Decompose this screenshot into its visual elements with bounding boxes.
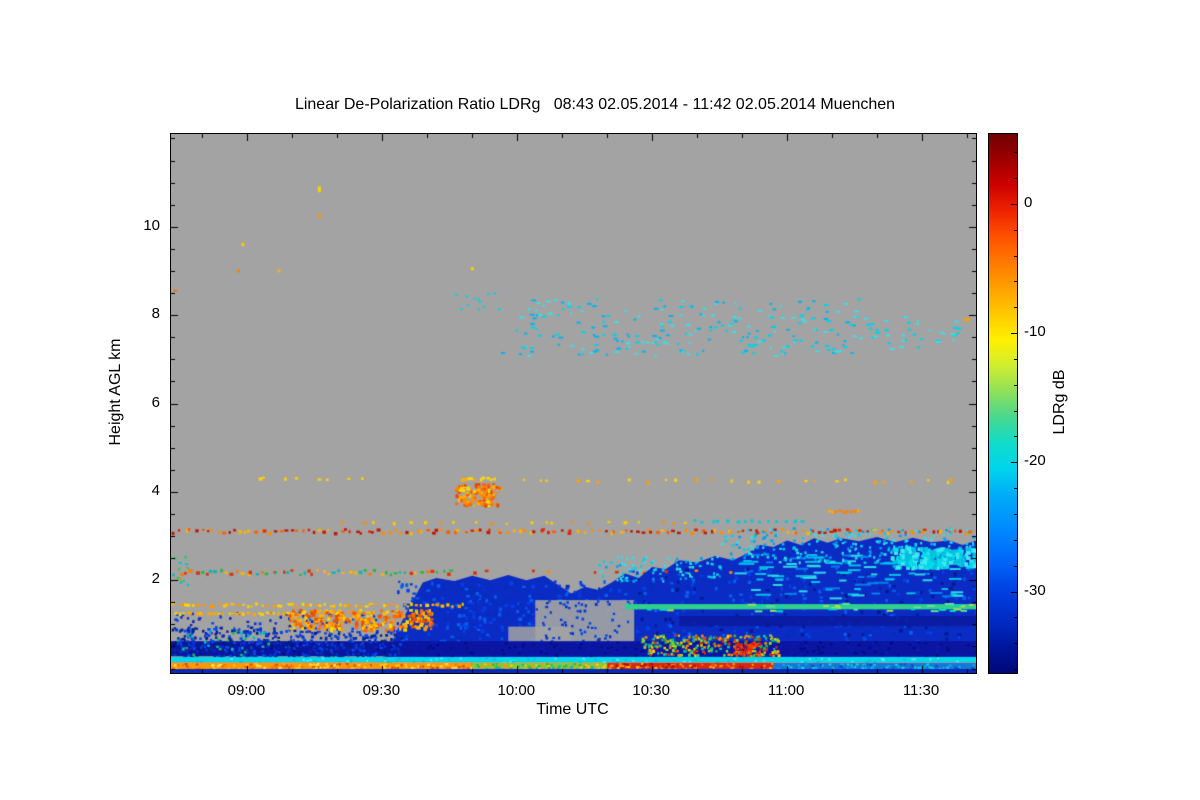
colorbar-tick-mark xyxy=(1014,488,1017,490)
colorbar-tick-mark xyxy=(1014,643,1017,645)
plot-title: Linear De-Polarization Ratio LDRg 08:43 … xyxy=(294,96,896,113)
colorbar-tick-mark xyxy=(1014,565,1017,567)
colorbar xyxy=(988,133,1018,674)
colorbar-tick-mark xyxy=(1014,514,1017,515)
colorbar-tick-label: -30 xyxy=(1024,581,1046,599)
colorbar-tick-mark xyxy=(1014,229,1017,231)
colorbar-tick-mark xyxy=(1014,436,1017,438)
colorbar-tick-label: -20 xyxy=(1024,452,1046,470)
x-axis-label: Time UTC xyxy=(536,701,609,718)
colorbar-tick-mark xyxy=(1011,203,1017,205)
colorbar-tick-label: 0 xyxy=(1024,193,1033,211)
x-tick-label: 11:30 xyxy=(902,682,940,699)
x-tick-label: 09:00 xyxy=(227,682,266,699)
colorbar-tick-mark xyxy=(1014,410,1017,412)
y-axis-label: Height AGL km xyxy=(107,338,124,446)
colorbar-label: LDRg dB xyxy=(1051,369,1068,435)
colorbar-tick-label: -10 xyxy=(1024,323,1046,341)
colorbar-tick-mark xyxy=(1014,255,1017,257)
heatmap-canvas xyxy=(170,133,977,674)
x-tick-label: 09:30 xyxy=(362,682,401,699)
colorbar-tick-mark xyxy=(1014,358,1017,360)
colorbar-tick-mark xyxy=(1014,539,1017,541)
colorbar-tick-mark xyxy=(1011,591,1017,593)
y-tick-label: 10 xyxy=(143,216,160,234)
colorbar-tick-mark xyxy=(1014,384,1017,386)
x-tick-label: 11:00 xyxy=(767,682,805,699)
y-tick-label: 6 xyxy=(151,393,160,411)
y-tick-label: 8 xyxy=(151,305,160,323)
y-tick-label: 2 xyxy=(151,570,160,588)
colorbar-tick-mark xyxy=(1011,462,1017,464)
colorbar-tick-mark xyxy=(1014,669,1017,671)
colorbar-tick-mark xyxy=(1014,177,1017,179)
colorbar-tick-mark xyxy=(1014,152,1017,154)
colorbar-tick-mark xyxy=(1014,307,1017,309)
colorbar-tick-mark xyxy=(1011,333,1017,335)
y-tick-label: 4 xyxy=(151,481,160,499)
x-tick-label: 10:30 xyxy=(632,682,670,699)
colorbar-tick-mark xyxy=(1014,281,1017,283)
colorbar-tick-mark xyxy=(1014,617,1017,619)
x-tick-label: 10:00 xyxy=(497,682,536,699)
